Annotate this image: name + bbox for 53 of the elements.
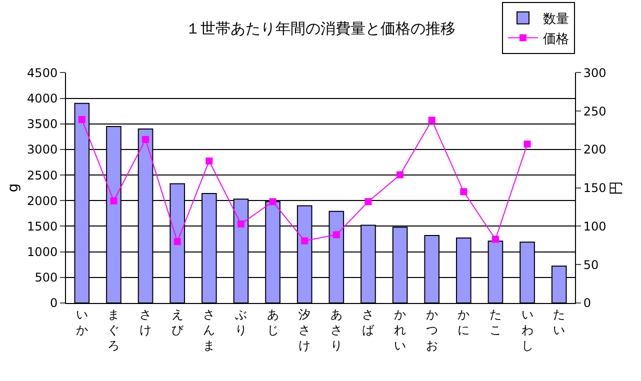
point: [301, 237, 308, 244]
x-tick-label: さけ: [140, 307, 152, 337]
point: [428, 116, 436, 124]
point: [524, 140, 531, 148]
x-tick-label: 汐さけ: [298, 307, 311, 353]
point: [492, 236, 499, 243]
point: [269, 198, 276, 206]
y-axis-title: g: [6, 183, 22, 192]
y2-tick-label: 100: [583, 219, 606, 234]
y-tick-label: 2500: [27, 168, 58, 182]
x-tick-label: かれい: [394, 307, 406, 353]
legend-label: 数量: [543, 12, 569, 27]
x-tick-label: あさり: [330, 307, 342, 353]
x-tick-label: いか: [76, 307, 88, 337]
y2-axis-title: 円: [608, 180, 625, 195]
x-tick-label: ぶり: [234, 307, 247, 337]
y-tick-label: 1000: [27, 245, 58, 260]
x-tick-label: あじ: [266, 307, 279, 337]
y-tick-label: 0: [50, 296, 58, 310]
x-tick-label: さんま: [203, 307, 216, 353]
x-tick-label: かつお: [426, 307, 438, 353]
x-tick-label: いわし: [521, 307, 534, 353]
legend-label: 価格: [543, 32, 569, 47]
y-tick-label: 500: [34, 270, 58, 285]
point: [110, 197, 118, 204]
x-tick-label: たこ: [489, 307, 502, 337]
point: [142, 136, 150, 143]
chart-title: １世帯あたり年間の消費量と価格の推移: [186, 19, 456, 38]
x-tick-label: まぐろ: [108, 307, 120, 353]
y-tick-label: 3000: [27, 142, 58, 157]
point: [237, 220, 244, 228]
x-tick-label: さば: [362, 307, 376, 337]
y-tick-label: 3500: [27, 117, 58, 132]
y-tick-label: 2000: [27, 194, 58, 208]
point: [332, 231, 340, 238]
y2-tick-label: 0: [583, 296, 592, 310]
point: [396, 171, 404, 178]
point: [460, 188, 468, 196]
y2-tick-label: 150: [583, 181, 606, 196]
y-tick-label: 4000: [27, 91, 58, 106]
y-tick-label: 1500: [27, 219, 58, 234]
y2-tick-label: 50: [583, 258, 599, 272]
x-tick-label: たい: [553, 307, 566, 337]
x-tick-label: かに: [458, 307, 470, 337]
y2-tick-label: 300: [583, 66, 606, 80]
point: [206, 157, 213, 164]
point: [174, 238, 181, 246]
y2-tick-label: 200: [583, 142, 606, 157]
x-tick-label: えび: [171, 307, 184, 337]
point: [364, 198, 372, 206]
y2-tick-label: 250: [583, 104, 606, 118]
y-tick-label: 4500: [27, 66, 58, 80]
point: [78, 116, 86, 124]
